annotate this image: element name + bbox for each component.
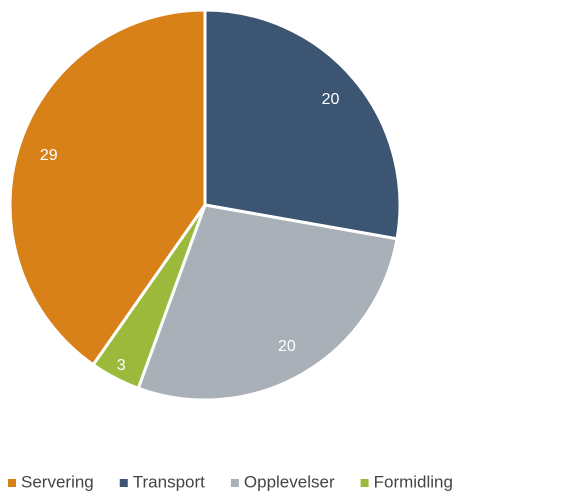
data-label: 29 [40, 147, 58, 164]
legend-label: Opplevelser [244, 472, 335, 491]
legend-label: Servering [21, 472, 94, 491]
legend-label: Transport [133, 472, 205, 491]
legend-marker [230, 479, 239, 487]
pie-slice [136, 203, 399, 402]
legend-marker [360, 479, 369, 487]
legend-marker [8, 479, 16, 487]
legend-marker [119, 479, 128, 487]
data-label: 3 [117, 357, 126, 374]
data-label: 20 [278, 338, 296, 355]
pie-slice [8, 8, 207, 367]
legend-label: Formidling [374, 472, 453, 491]
data-label: 20 [322, 91, 340, 108]
pie-slice [203, 8, 402, 241]
